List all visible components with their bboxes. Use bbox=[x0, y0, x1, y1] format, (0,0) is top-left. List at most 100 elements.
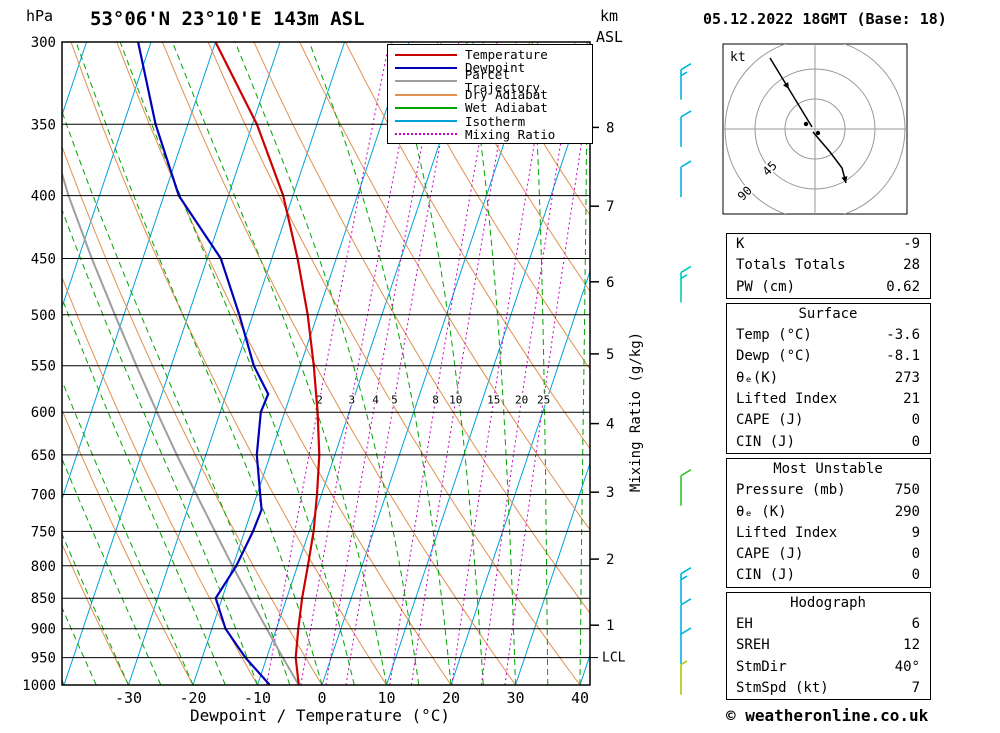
hodograph-arrowhead bbox=[841, 176, 848, 183]
stat-row: CIN (J) 0 bbox=[727, 432, 930, 453]
legend: Temperature Dewpoint Parcel Trajectory Dry … bbox=[387, 44, 593, 145]
copyright-text: © weatheronline.co.uk bbox=[726, 706, 929, 725]
stat-label: PW (cm) bbox=[736, 278, 796, 295]
stat-row: θₑ (K) 290 bbox=[727, 502, 930, 523]
stat-row: Totals Totals 28 bbox=[727, 255, 930, 276]
pressure-tick-label: 600 bbox=[31, 405, 56, 421]
stat-value: 750 bbox=[894, 482, 920, 499]
pressure-tick-label: 550 bbox=[31, 359, 56, 375]
isotherm-line bbox=[257, 42, 475, 685]
stat-value: 273 bbox=[894, 369, 920, 386]
stat-label: CIN (J) bbox=[736, 567, 796, 584]
wind-barb-tick bbox=[680, 63, 692, 71]
km-tick-label: 3 bbox=[606, 485, 614, 501]
stat-label: CIN (J) bbox=[736, 433, 796, 450]
pressure-tick-label: 450 bbox=[31, 252, 56, 268]
km-tick-label: 8 bbox=[606, 120, 614, 136]
hodograph-ring bbox=[724, 44, 906, 214]
stats-tables: K -9 Totals Totals 28 PW (cm) 0.62 Surface Temp… bbox=[726, 233, 931, 704]
legend-swatch bbox=[395, 66, 457, 69]
isotherm-line bbox=[62, 42, 217, 501]
stat-value: 0 bbox=[911, 412, 920, 429]
parcel-trajectory-curve bbox=[62, 170, 300, 685]
mixing-ratio-line bbox=[504, 84, 590, 685]
stat-label: Lifted Index bbox=[736, 391, 838, 408]
legend-item: Mixing Ratio bbox=[395, 128, 592, 141]
stat-value: 7 bbox=[911, 679, 920, 696]
stat-value: 28 bbox=[903, 257, 920, 274]
page-title: 53°06'N 23°10'E 143m ASL bbox=[90, 8, 365, 30]
stat-value: 0.62 bbox=[886, 278, 920, 295]
lcl-label: LCL bbox=[602, 651, 626, 666]
temp-tick-label: 0 bbox=[317, 689, 326, 707]
mixing-ratio-line bbox=[266, 42, 390, 685]
pressure-tick-label: 350 bbox=[31, 117, 56, 133]
stat-value: 12 bbox=[903, 637, 920, 654]
stat-label: θₑ (K) bbox=[736, 503, 787, 520]
km-tick-label: 7 bbox=[606, 199, 614, 215]
wind-barb-tick bbox=[680, 567, 692, 575]
stat-row: θₑ(K) 273 bbox=[727, 368, 930, 389]
isotherm-line bbox=[62, 42, 152, 309]
temp-tick-label: -10 bbox=[244, 689, 271, 707]
datetime-label: 05.12.2022 18GMT (Base: 18) bbox=[703, 10, 947, 28]
wind-barb-half-tick bbox=[680, 575, 688, 581]
pressure-tick-label: 650 bbox=[31, 448, 56, 464]
wet-adiabat-line bbox=[62, 457, 162, 685]
wet-adiabat-line bbox=[234, 42, 420, 685]
pressure-tick-label: 750 bbox=[31, 524, 56, 540]
stat-label: Totals Totals bbox=[736, 257, 846, 274]
stat-table-header: Hodograph bbox=[790, 594, 866, 611]
stat-value: 21 bbox=[903, 391, 920, 408]
mixing-ratio-line bbox=[325, 42, 442, 685]
wind-barb-tick bbox=[680, 469, 692, 477]
mixing-ratio-value-label: 10 bbox=[449, 394, 462, 407]
stat-label: EH bbox=[736, 616, 753, 633]
legend-label: Isotherm bbox=[465, 113, 526, 129]
temp-tick-label: -20 bbox=[179, 689, 206, 707]
mixing-ratio-value-label: 5 bbox=[391, 394, 398, 407]
legend-label: Temperature bbox=[465, 47, 548, 63]
stat-row: StmDir 40° bbox=[727, 657, 930, 678]
isotherm-line bbox=[515, 461, 590, 685]
wind-barb-half-tick bbox=[680, 71, 688, 77]
wind-barb-tick bbox=[680, 160, 692, 168]
stat-label: StmDir bbox=[736, 658, 787, 675]
hodograph-trace bbox=[812, 131, 847, 184]
pressure-tick-label: 300 bbox=[31, 35, 56, 51]
temp-tick-label: 40 bbox=[571, 689, 589, 707]
stat-row: Lifted Index 9 bbox=[727, 523, 930, 544]
km-tick-label: 1 bbox=[606, 618, 614, 634]
wet-adiabat-line bbox=[389, 42, 484, 685]
pressure-tick-label: 850 bbox=[31, 591, 56, 607]
legend-item: Parcel Trajectory bbox=[395, 68, 592, 94]
stat-label: Pressure (mb) bbox=[736, 482, 846, 499]
isotherm-line bbox=[63, 42, 281, 685]
wet-adiabat-line bbox=[466, 42, 516, 685]
legend-label: Dewpoint bbox=[465, 60, 526, 76]
pressure-tick-label: 900 bbox=[31, 622, 56, 638]
mixing-ratio-value-label: 4 bbox=[372, 394, 379, 407]
altitude-unit-asl-label: ASL bbox=[596, 28, 624, 46]
hodograph-unit-label: kt bbox=[730, 50, 746, 65]
stat-table-header: Most Unstable bbox=[773, 460, 883, 477]
stat-label: Dewp (°C) bbox=[736, 348, 812, 365]
mixing-ratio-line bbox=[451, 42, 552, 685]
wet-adiabat-line bbox=[172, 42, 387, 685]
stat-value: 40° bbox=[894, 658, 920, 675]
pressure-tick-label: 700 bbox=[31, 488, 56, 504]
temp-tick-label: 30 bbox=[506, 689, 524, 707]
wet-adiabat-line bbox=[579, 42, 588, 685]
mixing-ratio-axis-label: Mixing Ratio (g/kg) bbox=[628, 331, 644, 493]
stat-row: StmSpd (kt) 7 bbox=[727, 678, 930, 699]
wet-adiabat-line bbox=[308, 42, 452, 685]
dry-adiabat-line bbox=[62, 145, 323, 685]
hodograph-dot bbox=[815, 130, 821, 136]
legend-swatch bbox=[395, 80, 457, 83]
plot-border bbox=[61, 41, 591, 686]
isotherm-line bbox=[192, 42, 410, 685]
wind-barb-tick bbox=[680, 265, 692, 274]
